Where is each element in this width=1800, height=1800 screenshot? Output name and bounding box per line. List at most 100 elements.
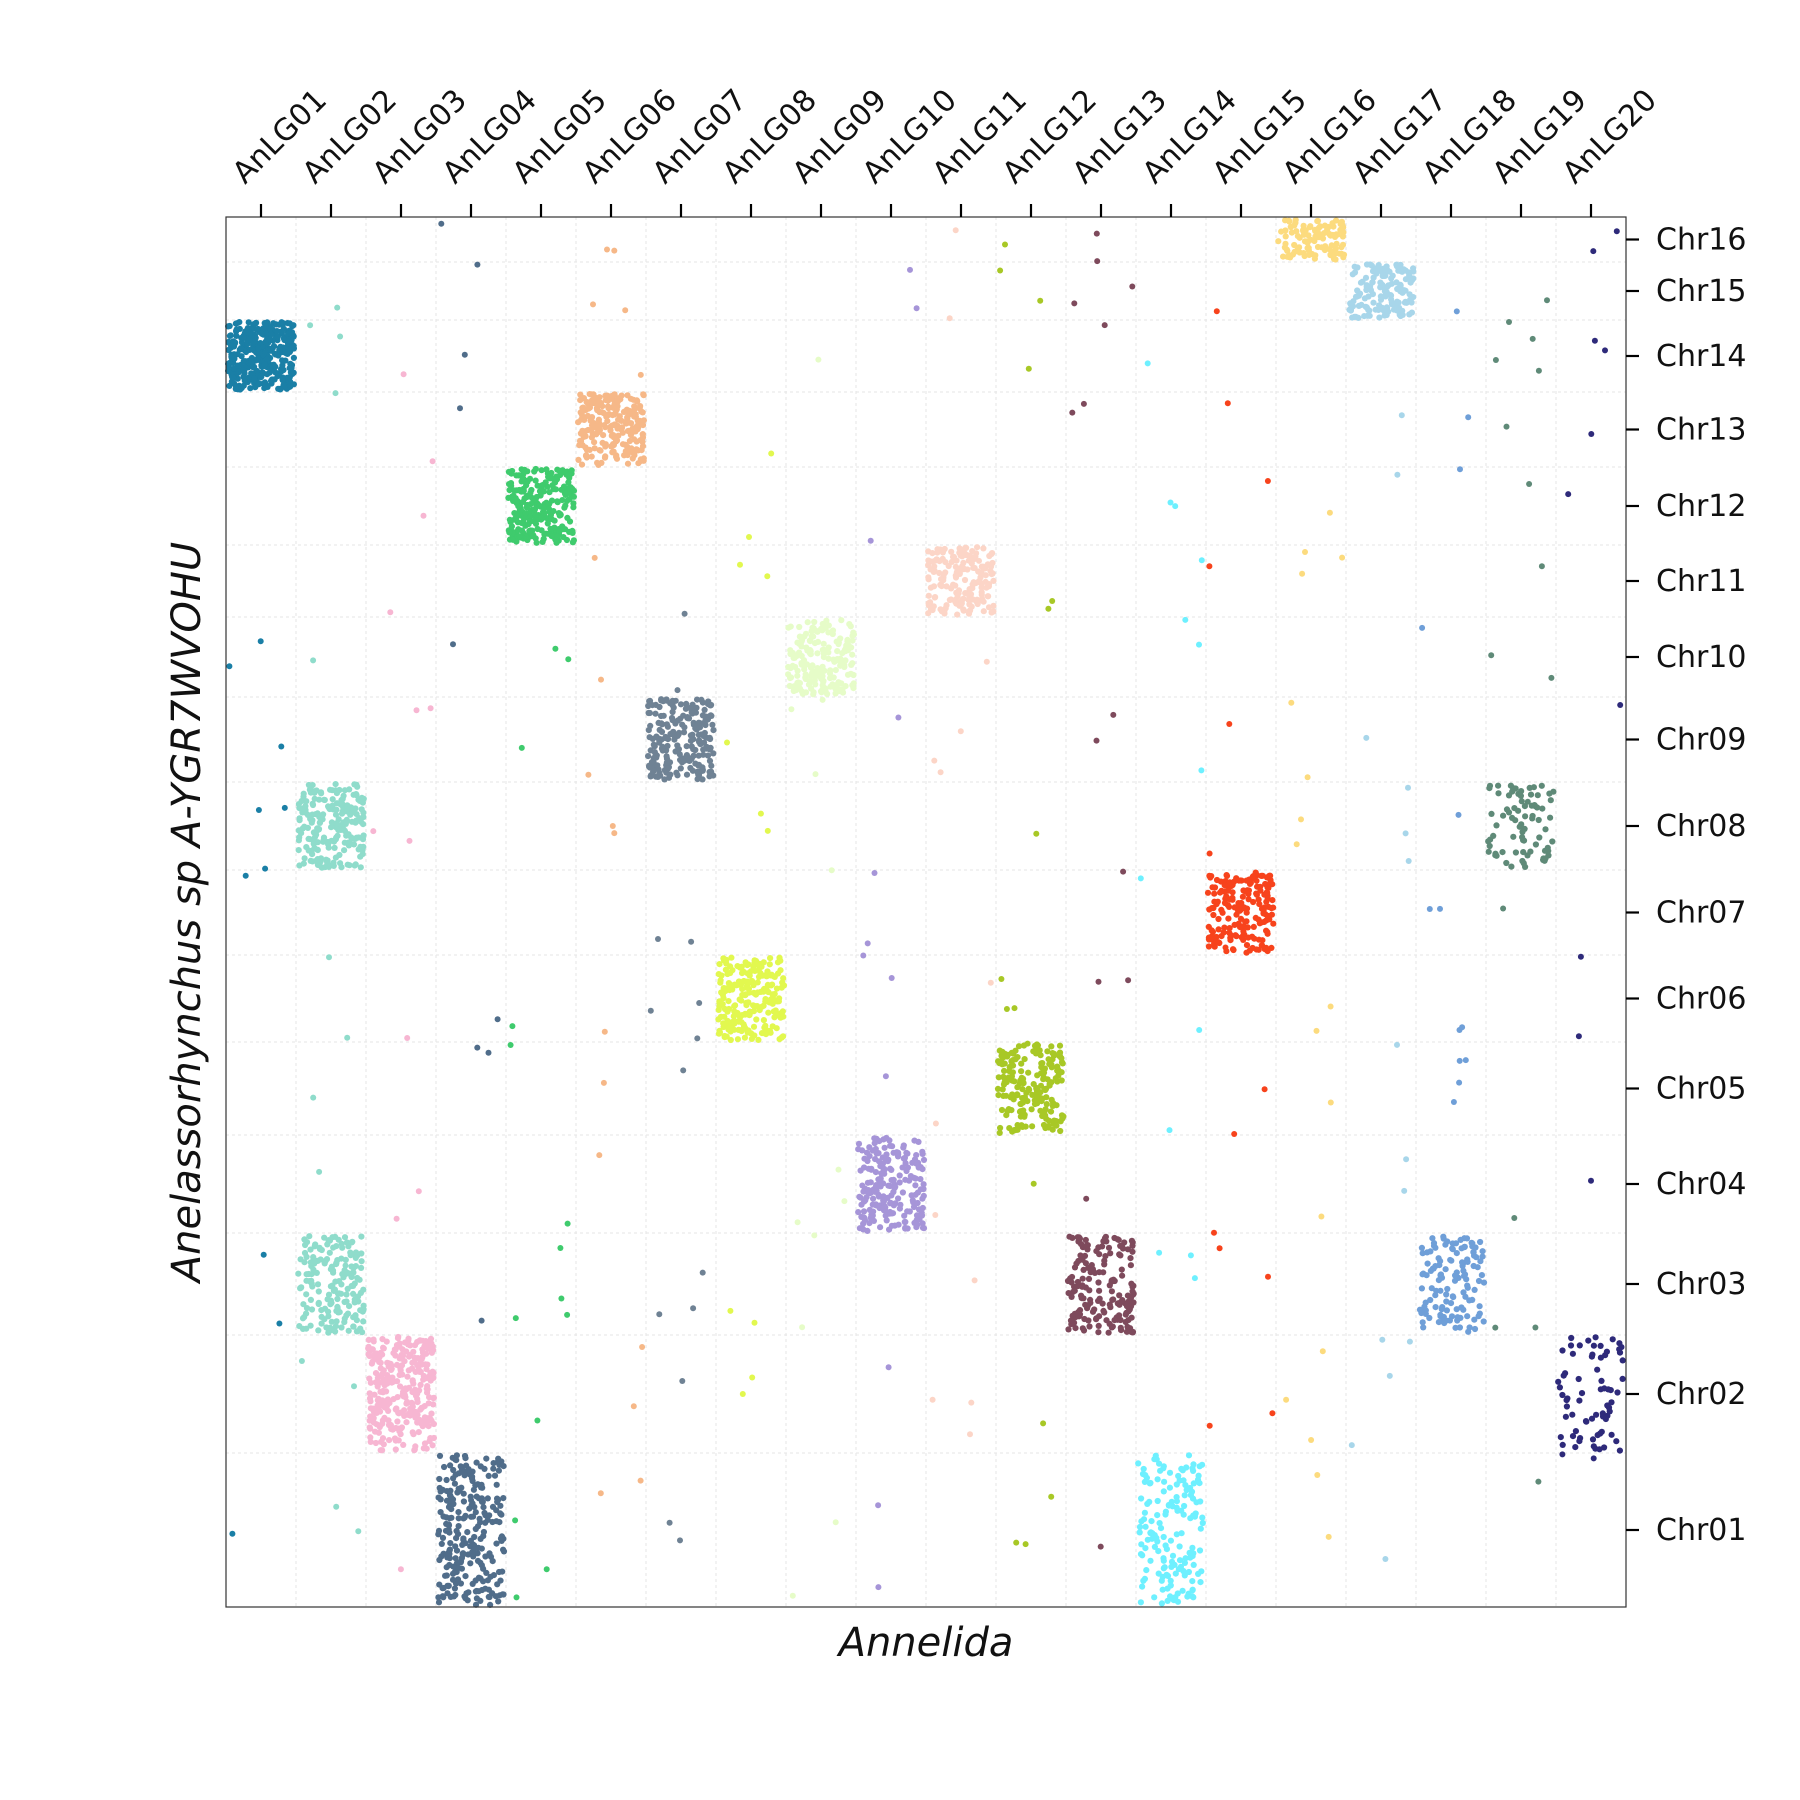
data-point [656,703,663,711]
y-tick-label: Chr12 [1656,489,1746,524]
data-point [1105,1329,1112,1336]
data-point [1294,246,1301,253]
data-point [754,989,761,996]
data-point [1538,563,1545,570]
data-point [238,353,245,360]
data-point [513,497,520,504]
data-point [305,781,312,789]
data-point [395,1333,402,1341]
data-point [895,1149,902,1156]
data-point [1055,1067,1062,1074]
data-point [367,1438,374,1445]
data-point [596,427,604,434]
data-point [418,1404,425,1412]
data-point [806,637,814,644]
data-point [1079,1275,1086,1282]
data-point [796,633,804,640]
data-point [446,1488,453,1495]
data-point [1443,1307,1450,1314]
data-point [559,497,566,504]
data-point [1427,1248,1434,1255]
data-point [404,1373,411,1380]
data-point [677,1537,683,1544]
data-point [1357,279,1365,286]
data-point [563,497,571,504]
data-point [229,1530,236,1537]
data-point [1477,1238,1484,1246]
data-point [390,1378,397,1385]
data-point [1559,1347,1566,1354]
data-point [1169,1552,1177,1559]
data-point [240,334,247,341]
data-point [787,665,794,672]
data-point [1469,1240,1476,1247]
data-point [952,227,959,234]
data-point [591,439,598,446]
data-point [1422,1310,1429,1317]
data-point [1030,1180,1037,1187]
data-point [1211,890,1218,897]
data-point [533,539,540,546]
data-point [825,655,832,662]
data-point [610,448,617,455]
data-point [1457,1236,1464,1243]
data-point [658,728,666,736]
data-point [870,1195,877,1202]
data-point [1547,814,1554,821]
data-point [876,1204,883,1212]
data-point [597,447,604,454]
data-point [1215,915,1222,923]
data-point [250,321,258,328]
data-point [835,679,842,686]
data-point [429,458,436,465]
data-point [296,815,303,822]
data-point [476,1515,483,1522]
data-point [1129,1248,1136,1255]
data-point [1168,1558,1176,1565]
data-point [637,371,644,378]
data-point [710,772,717,779]
data-point [1136,1523,1144,1531]
data-point [1453,308,1460,315]
data-point [677,701,685,708]
data-point [342,1262,349,1269]
data-point [1168,1563,1175,1570]
data-point [577,397,584,404]
data-point [1049,598,1056,604]
data-point [850,631,858,638]
data-point [435,1531,442,1538]
data-point [624,427,632,435]
data-point [925,602,932,609]
y-tick-label: Chr05 [1656,1072,1746,1107]
data-point [695,719,702,726]
data-point [600,1079,607,1086]
data-point [1447,1300,1455,1307]
data-point [241,374,248,381]
data-point [1013,1539,1020,1546]
data-point [233,320,241,327]
data-point [956,565,963,572]
data-point [1419,1319,1426,1326]
data-point [412,1443,419,1450]
data-point [1003,1092,1010,1099]
data-point [1339,554,1346,561]
data-point [1157,1525,1165,1532]
data-point [1532,841,1539,848]
data-point [305,835,312,843]
data-point [548,533,555,540]
data-point [816,668,824,675]
data-point [552,486,560,493]
data-point [306,1233,313,1240]
data-point [343,1239,351,1246]
data-point [1008,1073,1016,1080]
data-point [676,751,683,758]
data-point [463,1462,470,1469]
data-point [954,611,961,618]
data-point [333,1503,340,1510]
data-point [336,786,343,794]
data-point [375,1429,382,1436]
data-point [1432,1292,1439,1299]
y-tick-label: Chr03 [1656,1267,1746,1302]
data-point [1080,1266,1087,1273]
data-point [858,1201,865,1208]
